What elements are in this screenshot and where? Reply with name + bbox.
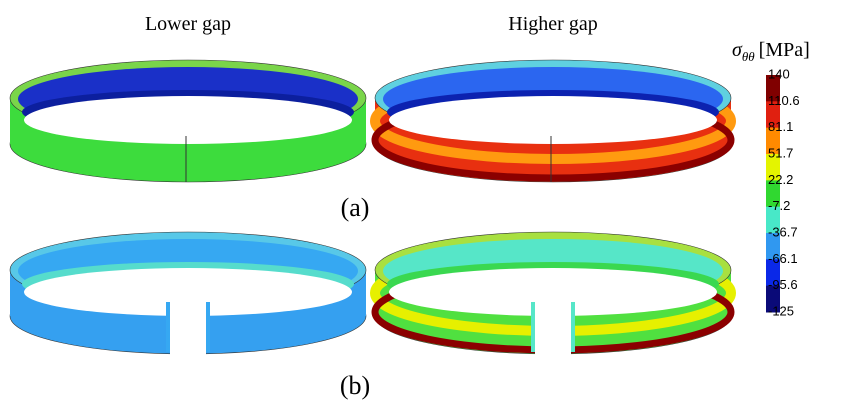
colorbar: 140 110.6 81.1 51.7 22.2 -7.2 -36.7 -66.1 -95.6 -… [766,66,800,318]
unit: [MPa] [759,39,810,61]
colorbar-segment [766,180,780,208]
ring-end [531,302,535,352]
ring [9,59,367,183]
colorbar-segment [766,285,780,313]
rings [9,59,736,372]
panel-title: Lower gap [145,13,231,35]
colorbar-segment [766,233,780,260]
row-label: (a) [341,193,370,222]
colorbar-segment [766,101,780,129]
ring [9,231,367,372]
colorbar-tick-label: -36.7 [768,224,798,239]
colorbar-segment [766,259,780,287]
ring-hole [389,96,717,144]
colorbar-segment [766,206,780,234]
colorbar-tick-label: 140 [768,66,790,81]
subscript: θθ [742,49,755,64]
ring-end [571,302,575,352]
colorbar-segment [766,154,780,181]
colorbar-tick-label: -95.6 [768,277,798,292]
ring-end [206,302,210,352]
ring-gap [170,288,206,372]
colorbar-tick-label: 110.6 [768,93,800,108]
colorbar-segment [766,75,780,102]
symbol: σ [732,39,743,61]
ring-end [166,302,170,352]
colorbar-tick-label: -125 [768,303,794,318]
colorbar-segment [766,127,780,155]
colorbar-tick-label: -66.1 [768,251,798,266]
colorbar-tick-label: -7.2 [768,198,790,213]
colorbar-tick-label: 22.2 [768,172,793,187]
colorbar-tick-label: 81.1 [768,119,793,134]
ring-hole [24,96,352,144]
ring [370,59,736,183]
ring [370,231,736,372]
ring-gap [535,288,571,372]
colorbar-title: σθθ [MPa] [732,39,810,64]
colorbar-tick-label: 51.7 [768,145,793,160]
row-label: (b) [340,371,370,400]
panel-title: Higher gap [508,13,597,35]
